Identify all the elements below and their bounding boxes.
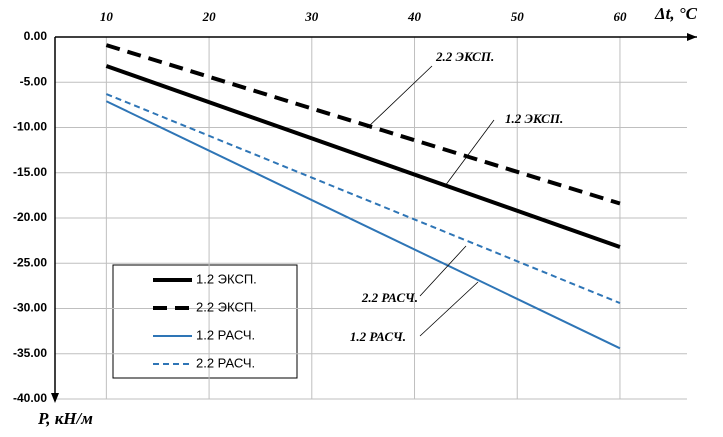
legend-label: 2.2 ЭКСП. [196, 299, 257, 314]
series-line [105, 64, 621, 249]
y-tick-label: -40.00 [13, 391, 47, 405]
legend-box [112, 264, 298, 379]
y-tick-label: -10.00 [13, 120, 47, 134]
y-arrow [51, 393, 59, 403]
y-tick-label: 0.00 [24, 29, 48, 43]
series-line [105, 43, 621, 206]
x-tick-label: 10 [100, 9, 114, 24]
leader-line [419, 281, 479, 337]
x-tick-label: 20 [202, 9, 217, 24]
annotation: 1.2 ЭКСП. [505, 111, 563, 126]
y-tick-label: -30.00 [13, 301, 47, 315]
leader-line [366, 65, 433, 129]
y-tick-label: -25.00 [13, 255, 47, 269]
legend-label: 2.2 РАСЧ. [196, 355, 255, 370]
legend-label: 1.2 РАСЧ. [196, 327, 255, 342]
x-tick-label: 60 [613, 9, 627, 24]
legend-label: 1.2 ЭКСП. [196, 271, 257, 286]
y-tick-label: -15.00 [13, 165, 47, 179]
annotation: 2.2 РАСЧ. [361, 290, 418, 305]
x-axis-label: Δt, °C [654, 4, 698, 23]
series-line [105, 100, 621, 350]
annotation: 2.2 ЭКСП. [435, 49, 494, 64]
annotation: 1.2 РАСЧ. [350, 329, 406, 344]
x-tick-label: 40 [407, 9, 422, 24]
y-tick-label: -35.00 [13, 346, 47, 360]
x-tick-label: 50 [511, 9, 525, 24]
leader-line [419, 245, 467, 297]
y-axis-label: P, кН/м [37, 409, 93, 428]
x-tick-label: 30 [304, 9, 319, 24]
y-tick-label: -5.00 [20, 74, 48, 88]
x-arrow [687, 33, 697, 41]
y-tick-label: -20.00 [13, 210, 47, 224]
series-line [105, 93, 621, 304]
leader-line [444, 119, 495, 187]
